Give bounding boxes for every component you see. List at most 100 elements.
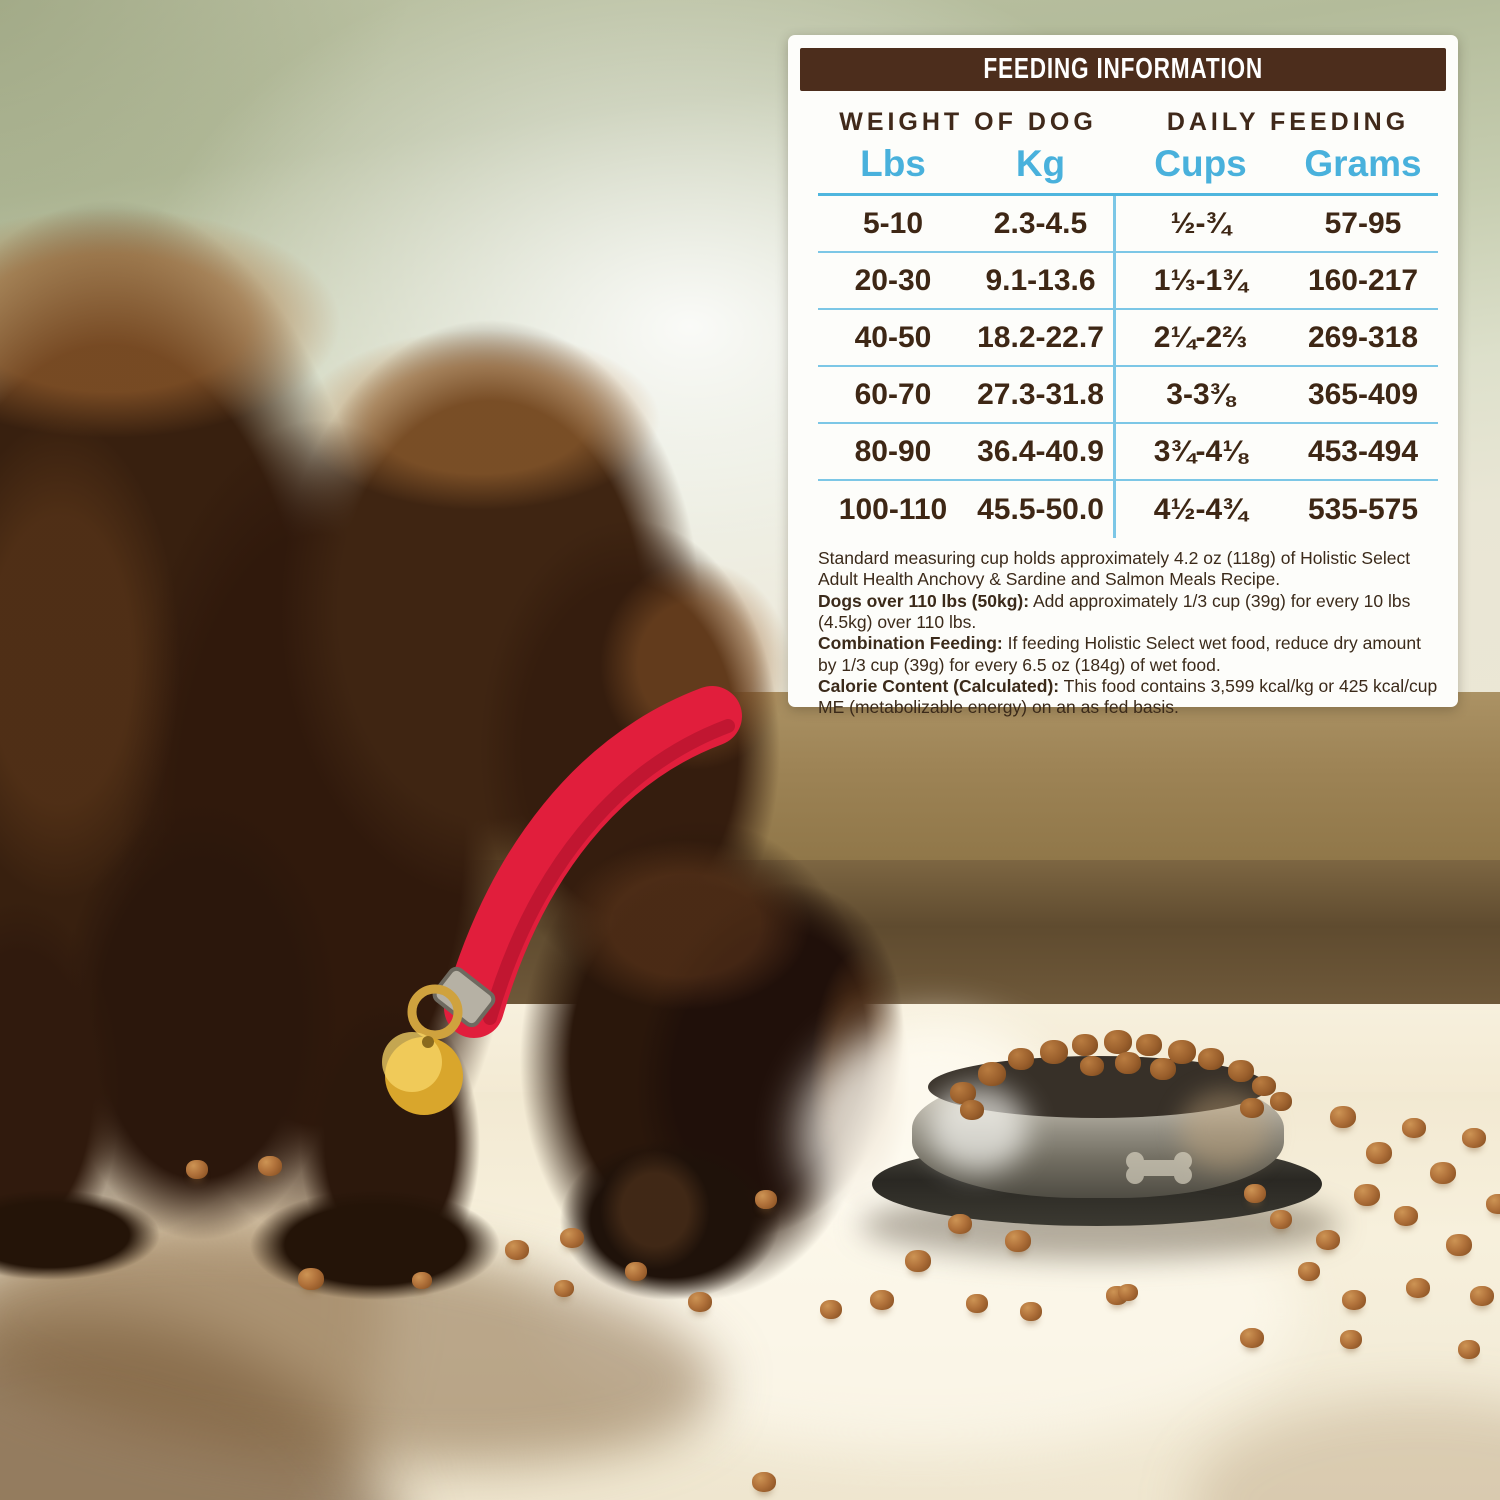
kibble-piece bbox=[298, 1268, 324, 1290]
column-header-row: Lbs Kg Cups Grams bbox=[818, 137, 1438, 191]
cell-kg: 18.2-22.7 bbox=[977, 320, 1104, 354]
kibble-piece bbox=[1402, 1118, 1426, 1138]
kibble-piece bbox=[1458, 1340, 1480, 1359]
kibble-piece bbox=[1394, 1206, 1418, 1226]
kibble-piece bbox=[1470, 1286, 1494, 1306]
kibble-piece bbox=[820, 1300, 842, 1319]
kibble-piece bbox=[950, 1082, 976, 1104]
cell-grams: 57-95 bbox=[1324, 206, 1402, 240]
kibble-piece bbox=[1430, 1162, 1456, 1184]
kibble-piece bbox=[966, 1294, 988, 1313]
column-header-kg: Kg bbox=[1015, 143, 1066, 184]
bone-emboss-icon bbox=[1126, 1152, 1192, 1184]
kibble-piece bbox=[1406, 1278, 1430, 1298]
kibble-piece bbox=[1228, 1060, 1254, 1082]
kibble-piece bbox=[554, 1280, 574, 1297]
daily-feeding-header: DAILY FEEDING bbox=[1166, 107, 1410, 136]
cell-lbs: 100-110 bbox=[838, 492, 948, 526]
cell-lbs: 5-10 bbox=[862, 206, 924, 240]
feeding-note: Combination Feeding: If feeding Holistic… bbox=[818, 633, 1442, 676]
kibble-piece bbox=[1298, 1262, 1320, 1281]
table-row: 20-30 9.1-13.6 1⅓-1¾ 160-217 bbox=[818, 253, 1438, 310]
table-row: 80-90 36.4-40.9 3¾-4⅛ 453-494 bbox=[818, 424, 1438, 481]
note-text: This food contains 3,599 kcal/kg or 425 … bbox=[818, 676, 1438, 718]
cell-grams: 160-217 bbox=[1307, 263, 1419, 297]
cell-lbs: 60-70 bbox=[854, 377, 932, 411]
cell-kg: 36.4-40.9 bbox=[977, 434, 1104, 468]
header-underline bbox=[818, 193, 1438, 196]
column-header-lbs: Lbs bbox=[860, 143, 926, 184]
feeding-note: Standard measuring cup holds approximate… bbox=[818, 548, 1442, 591]
column-header-cups: Cups bbox=[1154, 143, 1247, 184]
kibble-piece bbox=[1316, 1230, 1340, 1250]
kibble-piece bbox=[688, 1292, 712, 1312]
cell-cups: 2¼-2⅔ bbox=[1153, 320, 1248, 354]
cell-grams: 269-318 bbox=[1307, 320, 1419, 354]
table-row: 60-70 27.3-31.8 3-3⅜ 365-409 bbox=[818, 367, 1438, 424]
kibble-piece bbox=[412, 1272, 432, 1289]
kibble-piece bbox=[1005, 1230, 1031, 1252]
column-header-grams: Grams bbox=[1304, 143, 1422, 184]
kibble-piece bbox=[1080, 1056, 1104, 1076]
feeding-notes: Standard measuring cup holds approximate… bbox=[818, 548, 1442, 719]
kibble-piece bbox=[1136, 1034, 1162, 1056]
fur-highlight bbox=[300, 330, 660, 510]
cell-grams: 365-409 bbox=[1307, 377, 1419, 411]
kibble-piece bbox=[1462, 1128, 1486, 1148]
kibble-piece bbox=[1244, 1184, 1266, 1203]
table-row: 5-10 2.3-4.5 ½-¾ 57-95 bbox=[818, 196, 1438, 253]
kibble-piece bbox=[1168, 1040, 1196, 1064]
table-row: 100-110 45.5-50.0 4½-4¾ 535-575 bbox=[818, 481, 1438, 538]
cell-lbs: 40-50 bbox=[854, 320, 932, 354]
kibble-piece bbox=[1198, 1048, 1224, 1070]
kibble-piece bbox=[1446, 1234, 1472, 1256]
cell-cups: 3-3⅜ bbox=[1166, 377, 1235, 411]
card-title-bar: FEEDING INFORMATION bbox=[800, 48, 1446, 91]
kibble-piece bbox=[1486, 1194, 1500, 1214]
kibble-piece bbox=[905, 1250, 931, 1272]
feeding-information-card: FEEDING INFORMATION WEIGHT OF DOG DAILY … bbox=[788, 35, 1458, 717]
kibble-piece bbox=[1008, 1048, 1034, 1070]
kibble-piece bbox=[258, 1156, 282, 1176]
cell-kg: 2.3-4.5 bbox=[993, 206, 1088, 240]
cell-grams: 453-494 bbox=[1307, 434, 1419, 468]
kibble-piece bbox=[560, 1228, 584, 1248]
puppy-front-paw bbox=[250, 1190, 500, 1300]
kibble-piece bbox=[1040, 1040, 1068, 1064]
fur-highlight bbox=[560, 840, 810, 1010]
kibble-piece bbox=[1366, 1142, 1392, 1164]
kibble-piece bbox=[1270, 1210, 1292, 1229]
kibble-piece bbox=[1240, 1098, 1264, 1118]
cell-kg: 27.3-31.8 bbox=[977, 377, 1104, 411]
kibble-piece bbox=[752, 1472, 776, 1492]
cell-cups: ½-¾ bbox=[1170, 206, 1231, 240]
kibble-piece bbox=[1240, 1328, 1264, 1348]
kibble-piece bbox=[1252, 1076, 1276, 1096]
cell-cups: 1⅓-1¾ bbox=[1153, 263, 1248, 297]
note-text: If feeding Holistic Select wet food, red… bbox=[818, 633, 1421, 675]
feeding-note: Dogs over 110 lbs (50kg): Add approximat… bbox=[818, 591, 1442, 634]
kibble-piece bbox=[625, 1262, 647, 1281]
note-text: Standard measuring cup holds approximate… bbox=[818, 548, 1411, 590]
cell-cups: 3¾-4⅛ bbox=[1153, 434, 1248, 468]
kibble-piece bbox=[186, 1160, 208, 1179]
fur-highlight bbox=[600, 560, 790, 770]
kibble-piece bbox=[1340, 1330, 1362, 1349]
kibble-piece bbox=[1342, 1290, 1366, 1310]
kibble-piece bbox=[948, 1214, 972, 1234]
cell-lbs: 20-30 bbox=[854, 263, 932, 297]
kibble-piece bbox=[1020, 1302, 1042, 1321]
fur-highlight bbox=[600, 1150, 710, 1270]
note-lead: Combination Feeding: bbox=[818, 633, 1003, 654]
cell-kg: 9.1-13.6 bbox=[985, 263, 1096, 297]
cell-grams: 535-575 bbox=[1307, 492, 1419, 526]
kibble-piece bbox=[505, 1240, 529, 1260]
kibble-piece bbox=[1270, 1092, 1292, 1111]
feeding-note: Calorie Content (Calculated): This food … bbox=[818, 676, 1442, 719]
note-lead: Dogs over 110 lbs (50kg): bbox=[818, 590, 1030, 611]
kibble-piece bbox=[978, 1062, 1006, 1086]
note-lead: Calorie Content (Calculated): bbox=[818, 676, 1060, 697]
kibble-piece bbox=[755, 1190, 777, 1209]
kibble-piece bbox=[1072, 1034, 1098, 1056]
